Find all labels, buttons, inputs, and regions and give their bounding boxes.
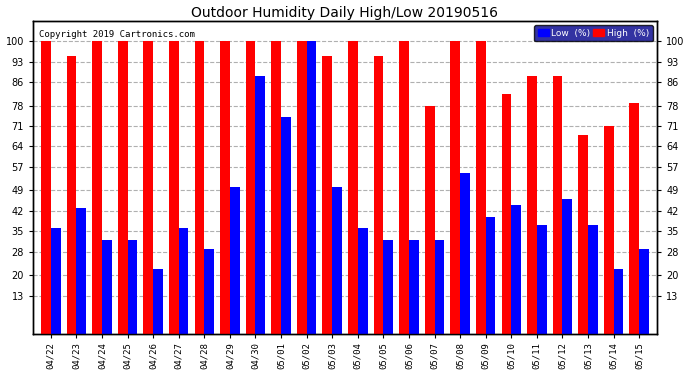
Bar (118, 41, 128, 333)
Bar (613, 269, 623, 333)
Bar (374, 56, 384, 333)
Bar (384, 240, 393, 333)
Bar (476, 41, 486, 333)
Bar (358, 228, 368, 333)
Bar (578, 135, 588, 333)
Bar (246, 41, 255, 333)
Bar (204, 249, 214, 333)
Bar (502, 94, 511, 333)
Bar (409, 240, 419, 333)
Bar (179, 228, 188, 333)
Bar (322, 56, 332, 333)
Bar (425, 105, 435, 333)
Bar (144, 41, 153, 333)
Bar (51, 228, 61, 333)
Bar (220, 41, 230, 333)
Bar (588, 225, 598, 333)
Bar (41, 41, 51, 333)
Bar (297, 41, 306, 333)
Bar (195, 41, 204, 333)
Bar (230, 188, 239, 333)
Text: Copyright 2019 Cartronics.com: Copyright 2019 Cartronics.com (39, 30, 195, 39)
Bar (553, 76, 562, 333)
Bar (332, 188, 342, 333)
Bar (639, 249, 649, 333)
Bar (77, 208, 86, 333)
Bar (102, 240, 112, 333)
Bar (271, 41, 281, 333)
Legend: Low  (%), High  (%): Low (%), High (%) (534, 25, 653, 42)
Bar (281, 117, 290, 333)
Bar (527, 76, 537, 333)
Bar (435, 240, 444, 333)
Bar (486, 217, 495, 333)
Bar (604, 126, 613, 333)
Bar (629, 103, 639, 333)
Bar (460, 173, 470, 333)
Bar (348, 41, 358, 333)
Bar (400, 41, 409, 333)
Bar (511, 205, 521, 333)
Bar (562, 199, 572, 333)
Bar (169, 41, 179, 333)
Bar (67, 56, 77, 333)
Bar (537, 225, 546, 333)
Bar (255, 76, 265, 333)
Bar (128, 240, 137, 333)
Title: Outdoor Humidity Daily High/Low 20190516: Outdoor Humidity Daily High/Low 20190516 (192, 6, 498, 20)
Bar (306, 41, 316, 333)
Bar (92, 41, 102, 333)
Bar (451, 41, 460, 333)
Bar (153, 269, 163, 333)
